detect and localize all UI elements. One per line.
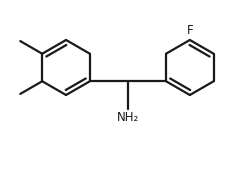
Text: F: F [187,24,193,37]
Text: NH₂: NH₂ [117,111,139,124]
